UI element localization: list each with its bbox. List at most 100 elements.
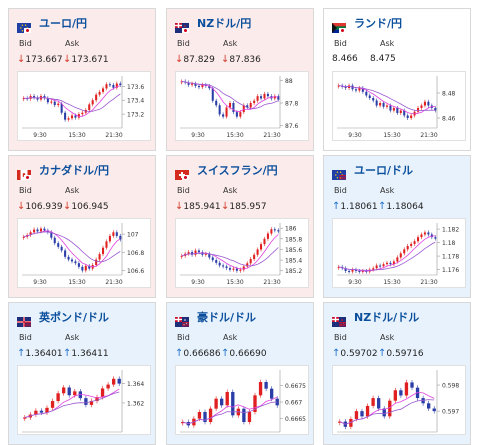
candle-body (102, 247, 105, 255)
currency-tile[interactable]: スイスフラン/円 Bid Ask ↓185.941 ↓185.957 186 185.8 18… (166, 155, 314, 298)
currency-pair-name[interactable]: ユーロ/円 (39, 17, 88, 30)
moving-average-short (24, 388, 120, 418)
candle-body (385, 262, 389, 265)
tile-title[interactable]: ユーロ/ドル (332, 162, 414, 180)
price-chart[interactable]: 1.364 1.362 (17, 365, 151, 435)
currency-pair-name[interactable]: ランド/円 (354, 17, 403, 30)
bid-value-text: 8.466 (332, 54, 358, 64)
candlestick-chart: 8.48 8.46 9:30 15:30 21:30 (337, 76, 456, 139)
y-tick-label: 0.667 (285, 400, 302, 407)
y-tick-label: 185.4 (285, 258, 302, 265)
y-tick-label: 87.8 (285, 101, 299, 108)
y-tick-label: 185.8 (285, 236, 302, 243)
price-chart[interactable]: 88 87.8 87.6 9:30 15:30 21:30 (175, 71, 309, 141)
candle-body (270, 229, 273, 234)
currency-pair-name[interactable]: カナダドル/円 (39, 164, 110, 177)
candle-body (46, 98, 49, 103)
price-chart[interactable]: 173.6 173.4 173.2 9:30 15:30 21:30 (17, 71, 151, 141)
bid-label: Bid (177, 333, 190, 342)
y-tick-label: 106.6 (127, 268, 144, 275)
flag-icon (17, 312, 31, 327)
candle-body (225, 266, 228, 269)
candle-body (256, 96, 259, 101)
currency-tile[interactable]: カナダドル/円 Bid Ask ↓106.939 ↓106.945 107 106.8 106… (8, 155, 156, 298)
candle-body (260, 244, 263, 250)
currency-tile[interactable]: ユーロ/円 Bid Ask ↓173.667 ↓173.671 173.6 173.4 173… (8, 8, 156, 151)
bid-value: ↑1.36401 (17, 348, 63, 359)
x-tick-label: 9:30 (348, 279, 362, 286)
candle-body (360, 411, 364, 417)
candle-body (74, 261, 77, 264)
currency-pair-name[interactable]: ユーロ/ドル (354, 164, 414, 177)
tile-title[interactable]: 英ポンド/ドル (17, 309, 110, 327)
price-chart[interactable]: 8.48 8.46 9:30 15:30 21:30 (332, 71, 466, 141)
currency-tile[interactable]: 豪ドル/ドル Bid Ask ↑0.66686 ↑0.66690 0.6675 0.667 0… (166, 302, 314, 445)
currency-tile[interactable]: NZドル/円 Bid Ask ↓87.829 ↓87.836 88 87.8 87.6 9:30… (166, 8, 314, 151)
y-tick-label: 0.598 (442, 383, 459, 390)
bid-value-text: 185.941 (183, 202, 221, 212)
candle-body (249, 103, 252, 108)
y-tick-label: 173.6 (127, 84, 144, 91)
tile-title[interactable]: 豪ドル/ドル (175, 309, 257, 327)
candle-body (393, 390, 397, 401)
ask-value: ↓185.957 (221, 201, 267, 212)
candle-body (423, 232, 426, 235)
currency-pair-name[interactable]: NZドル/円 (197, 17, 252, 30)
y-tick-label: 1.364 (127, 381, 144, 388)
y-tick-label: 173.2 (127, 112, 144, 119)
currency-tile[interactable]: 英ポンド/ドル Bid Ask ↑1.36401 ↑1.36411 1.364 1.362 (8, 302, 156, 445)
tile-title[interactable]: スイスフラン/円 (175, 162, 278, 180)
candle-body (404, 382, 409, 396)
candle-body (105, 84, 108, 89)
candle-body (399, 390, 403, 396)
arrow-down-icon: ↓ (63, 54, 72, 65)
flag-icon (17, 165, 31, 180)
arrow-down-icon: ↓ (17, 201, 26, 212)
bid-value: ↓106.939 (17, 201, 63, 212)
candle-body (106, 384, 110, 389)
flag-icon (332, 165, 346, 180)
candle-body (372, 98, 375, 101)
currency-pair-name[interactable]: NZドル/ドル (354, 311, 420, 324)
candle-body (375, 265, 378, 269)
candle-body (242, 266, 245, 270)
candle-body (275, 398, 279, 406)
arrow-up-icon: ↑ (378, 201, 387, 212)
arrow-down-icon: ↓ (17, 54, 26, 65)
currency-pair-name[interactable]: 英ポンド/ドル (39, 311, 110, 324)
price-chart[interactable]: 107 106.8 106.6 9:30 15:30 21:30 (17, 218, 151, 288)
currency-tile[interactable]: ランド/円 Bid Ask 8.466 8.475 8.48 8.46 9:30 15:30 21… (323, 8, 471, 151)
moving-average-long (181, 81, 279, 110)
candle-body (253, 254, 256, 260)
candle-body (88, 104, 91, 110)
currency-tile[interactable]: NZドル/ドル Bid Ask ↑0.59702 ↑0.59716 0.598 0.597 (323, 302, 471, 445)
currency-pair-name[interactable]: 豪ドル/ドル (197, 311, 257, 324)
candle-body (277, 230, 280, 232)
candle-body (98, 254, 101, 260)
candle-body (57, 103, 60, 106)
candle-body (420, 234, 423, 238)
tile-title[interactable]: NZドル/円 (175, 15, 252, 33)
candle-body (29, 232, 32, 235)
tile-title[interactable]: ユーロ/円 (17, 15, 88, 33)
price-chart[interactable]: 186 185.8 185.6 185.4 185.2 9:30 15:30 21:30 (175, 218, 309, 288)
tile-title[interactable]: ランド/円 (332, 15, 403, 33)
tile-title[interactable]: カナダドル/円 (17, 162, 110, 180)
x-tick-label: 21:30 (420, 132, 437, 139)
price-chart[interactable]: 0.598 0.597 (332, 365, 466, 435)
candle-body (371, 398, 375, 406)
currency-tile[interactable]: ユーロ/ドル Bid Ask ↑1.18061 ↑1.18064 1.182 1.18 1.1… (323, 155, 471, 298)
candle-body (50, 101, 53, 103)
x-tick-label: 9:30 (33, 279, 47, 286)
bid-label: Bid (19, 39, 32, 48)
candle-body (351, 269, 354, 272)
currency-pair-name[interactable]: スイスフラン/円 (197, 164, 278, 177)
price-chart[interactable]: 1.182 1.18 1.178 1.176 9:30 15:30 21:30 (332, 218, 466, 288)
tile-title[interactable]: NZドル/ドル (332, 309, 420, 327)
candle-body (358, 88, 361, 91)
y-tick-label: 185.2 (285, 268, 302, 275)
candle-body (361, 88, 364, 92)
candle-body (266, 233, 269, 239)
price-chart[interactable]: 0.6675 0.667 0.6665 (175, 365, 309, 435)
candle-body (108, 235, 111, 242)
